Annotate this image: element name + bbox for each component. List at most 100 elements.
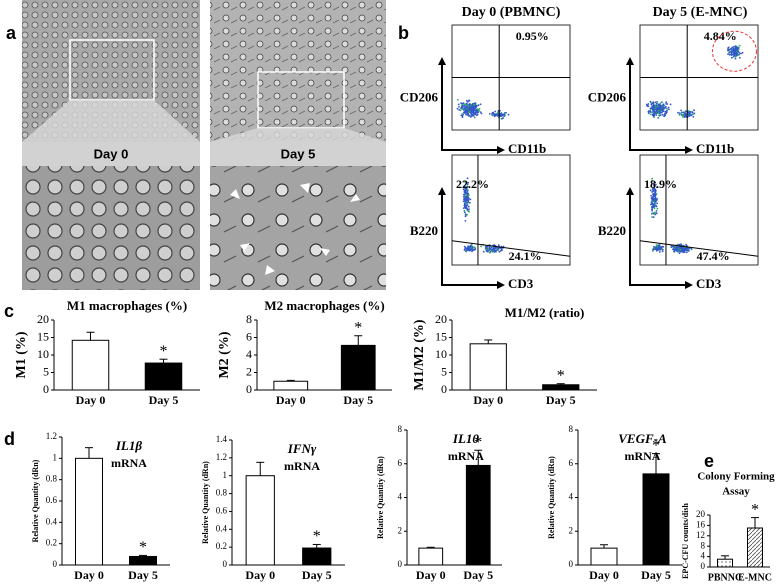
event-dot [498,250,501,253]
event-dot [656,202,659,205]
arrow-head [685,146,693,154]
event-dot [658,112,661,115]
significance-star: * [652,437,660,454]
event-dot [692,116,695,118]
event-dot [690,114,693,117]
gate-line [639,240,759,257]
event-dot [663,115,665,118]
event-dot [461,116,464,119]
event-dot [679,248,682,251]
x-tick-label: Day 5 [546,393,576,407]
event-dot [474,248,477,250]
arrow-head [438,57,446,65]
x-tick-label: Day 0 [589,568,619,582]
event-dot [741,51,744,54]
event-dot [477,104,480,106]
event-dot [678,112,681,115]
event-dot [492,248,495,251]
y-tick-label: 8 [398,424,403,434]
panel-label: d [4,429,15,449]
y-axis-label: Relative Quantity (dRn) [547,456,556,539]
significance-star: * [354,319,362,336]
event-dot [480,245,482,248]
bar [273,380,309,391]
event-dot [655,107,658,110]
event-dot [652,194,655,197]
event-dot [728,54,731,56]
y-tick-label: 4 [246,347,252,361]
chart-title: IFNγ [287,441,317,456]
y-tick-label: 0 [43,382,49,396]
event-dot [468,114,471,117]
event-dot [666,108,668,110]
event-dot [463,189,466,192]
event-dot [673,251,676,253]
event-dot [497,247,500,250]
chart-title: M1 macrophages (%) [67,298,187,313]
event-dot [734,55,737,58]
event-dot [729,50,732,53]
event-dot [680,114,683,116]
event-dot [677,111,679,114]
event-dot [502,245,505,248]
event-dot [651,105,654,108]
y-tick-label: 6 [398,458,403,468]
y-tick-label: 20 [435,312,447,326]
event-dot [503,113,506,115]
event-dot [654,112,657,114]
event-dot [500,113,502,116]
event-dot [691,111,694,114]
event-dot [682,111,685,114]
event-dot [686,249,688,252]
event-dot [683,116,686,118]
event-dot [467,200,470,202]
panel-label: b [398,23,409,43]
x-tick-label: Day 5 [149,393,179,407]
event-dot [688,249,690,252]
event-dot [468,108,471,111]
event-dot [647,112,650,115]
event-dot [654,196,657,199]
x-tick-label: Day 5 [302,568,332,582]
y-tick-label: 1 [223,470,228,480]
y-tick-label: 0.8 [46,474,58,484]
event-dot [464,103,467,106]
event-dot [651,179,653,182]
y-tick-label: 0 [398,559,403,569]
arrow-head [497,146,505,154]
event-dot [474,113,477,116]
event-dot [650,194,652,197]
event-dot [654,194,657,196]
significance-star: * [313,528,321,545]
bar [590,547,618,566]
y-axis-label: B220 [410,223,438,238]
event-dot [470,248,473,251]
event-dot [468,110,471,113]
event-dot [664,107,667,109]
significance-star: * [751,501,759,518]
chart-title: M1/M2 (ratio) [505,305,585,320]
bar [245,475,275,566]
y-axis-label: Relative Quantity (dRn) [31,459,40,542]
bar [418,547,444,566]
event-dot [463,209,466,212]
event-dot [738,44,741,47]
event-dot [655,183,657,186]
event-dot [651,206,653,208]
event-dot [735,47,737,49]
gate-percent: 18.9% [644,177,677,191]
label-band [22,142,200,166]
event-dot [501,249,503,252]
event-dot [462,193,465,196]
event-dot [734,57,737,60]
event-dot [680,246,683,249]
event-dot [661,111,663,114]
event-dot [485,248,488,251]
event-dot [650,203,652,206]
event-dot [496,112,499,115]
x-tick-label: Day 0 [276,393,306,407]
event-dot [651,209,654,212]
event-dot [470,107,472,110]
event-dot [669,103,672,106]
x-tick-label: Day 0 [416,568,446,582]
